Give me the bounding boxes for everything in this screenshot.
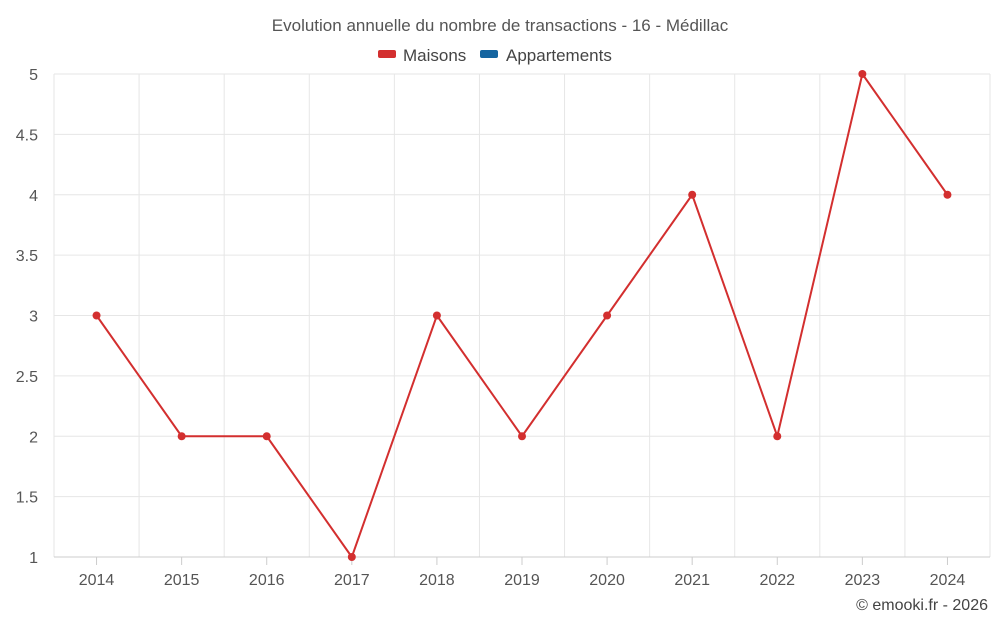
- data-point-maisons-2016[interactable]: [262, 432, 271, 441]
- data-point-maisons-2023[interactable]: [858, 70, 867, 78]
- y-tick-label: 3: [29, 309, 38, 326]
- x-tick-label: 2024: [930, 572, 966, 589]
- x-tick-label: 2021: [674, 572, 710, 589]
- y-tick-label: 1: [29, 550, 38, 567]
- data-point-maisons-2017[interactable]: [347, 553, 356, 561]
- legend-label-appartements: Appartements: [506, 46, 612, 65]
- legend-label-maisons: Maisons: [403, 46, 466, 65]
- x-axis-ticks: 2014 2015 2016 2017 2018 2019 2020 2021 2022 2023…: [79, 557, 966, 589]
- data-point-maisons-2021[interactable]: [688, 190, 697, 199]
- chart-title: Evolution annuelle du nombre de transact…: [272, 16, 729, 35]
- x-tick-label: 2020: [589, 572, 625, 589]
- legend-swatch-appartements: [480, 50, 498, 58]
- y-tick-label: 4.5: [16, 127, 38, 144]
- data-point-maisons-2024[interactable]: [943, 190, 952, 199]
- y-tick-label: 4: [29, 188, 38, 205]
- x-tick-label: 2022: [759, 572, 795, 589]
- data-point-maisons-2020[interactable]: [603, 311, 612, 320]
- data-point-maisons-2014[interactable]: [92, 311, 101, 320]
- y-tick-label: 2: [29, 429, 38, 446]
- x-tick-label: 2019: [504, 572, 540, 589]
- legend-item-maisons[interactable]: Maisons: [378, 46, 466, 65]
- x-tick-label: 2023: [845, 572, 881, 589]
- data-point-maisons-2018[interactable]: [432, 311, 441, 320]
- y-tick-label: 5: [29, 67, 38, 84]
- data-point-maisons-2022[interactable]: [773, 432, 782, 441]
- legend: Maisons Appartements: [378, 46, 612, 65]
- y-tick-label: 2.5: [16, 369, 38, 386]
- y-tick-label: 3.5: [16, 248, 38, 265]
- y-axis-ticks: 1 1.5 2 2.5 3 3.5 4 4.5 5: [16, 67, 38, 567]
- x-tick-label: 2015: [164, 572, 200, 589]
- y-tick-label: 1.5: [16, 490, 38, 507]
- x-tick-label: 2018: [419, 572, 455, 589]
- series-maisons: [92, 70, 952, 561]
- legend-swatch-maisons: [378, 50, 396, 58]
- data-point-maisons-2019[interactable]: [518, 432, 526, 441]
- data-point-maisons-2015[interactable]: [177, 432, 186, 441]
- legend-item-appartements[interactable]: Appartements: [480, 46, 612, 65]
- x-tick-label: 2016: [249, 572, 285, 589]
- x-tick-label: 2017: [334, 572, 370, 589]
- credit-text: © emooki.fr - 2026: [856, 597, 988, 614]
- x-tick-label: 2014: [79, 572, 115, 589]
